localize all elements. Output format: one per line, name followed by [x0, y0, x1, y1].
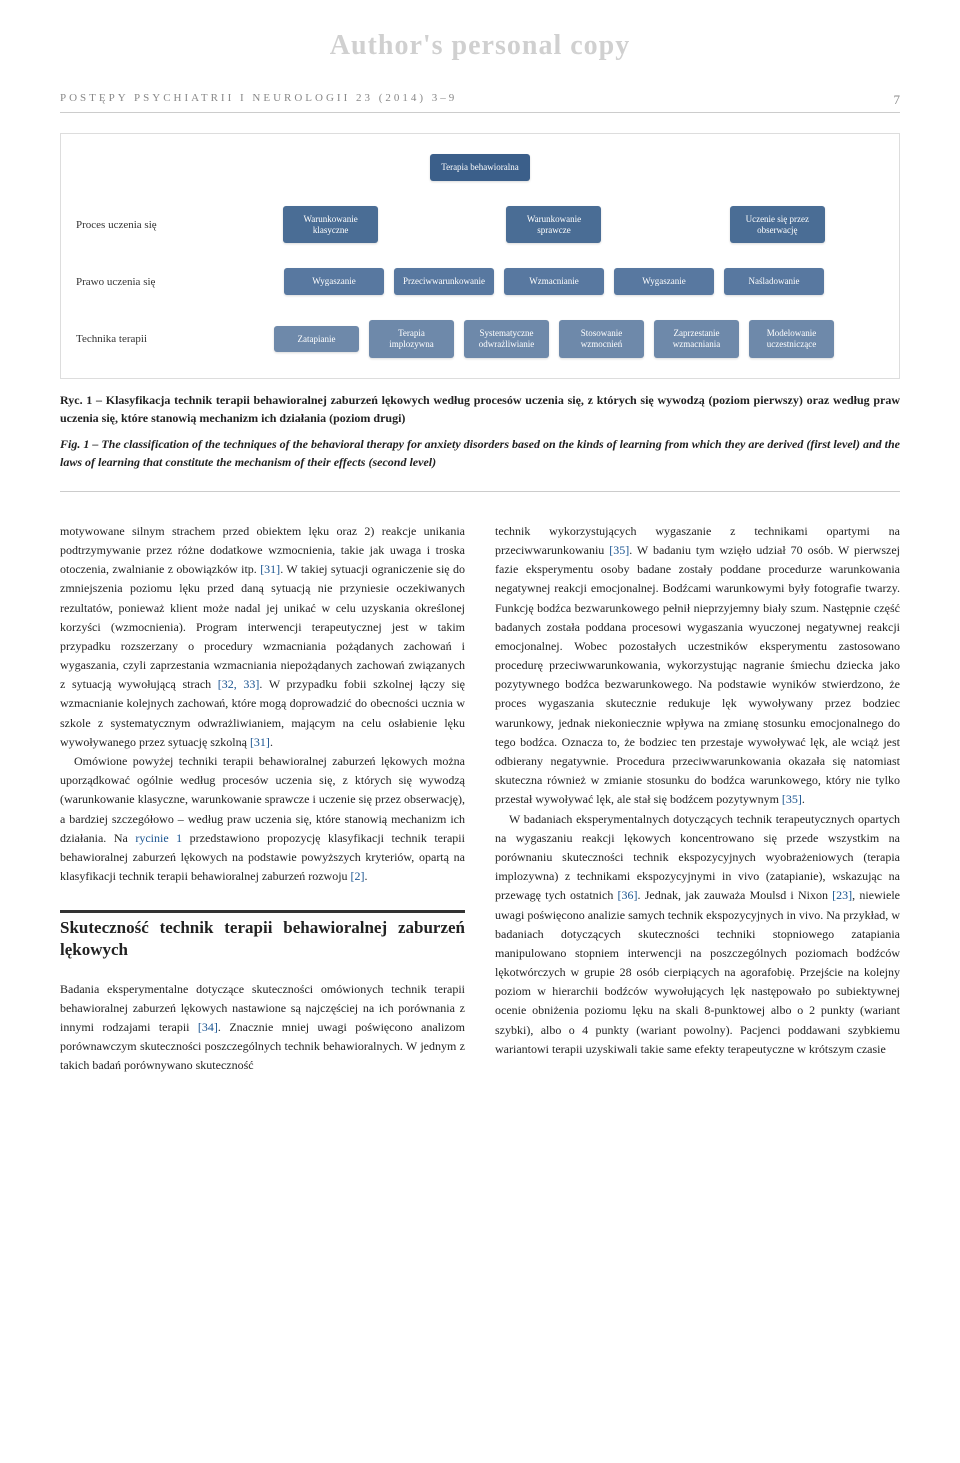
paragraph: Omówione powyżej techniki terapii behawi… [60, 752, 465, 886]
diagram-box: Stosowanie wzmocnień [559, 320, 644, 358]
diagram-box: Modelowanie uczestniczące [749, 320, 834, 358]
diagram-box-root: Terapia behawioralna [430, 154, 530, 181]
text-run: , niewiele uwagi poświęcono analizie sam… [495, 888, 900, 1056]
classification-diagram: Terapia behawioralna Proces uczenia się … [60, 133, 900, 379]
diagram-row-1: Proces uczenia się Warunkowanie klasyczn… [76, 206, 884, 244]
citation-ref[interactable]: [36] [618, 888, 638, 902]
caption-text: The classification of the techniques of … [60, 437, 900, 469]
journal-title: POSTĘPY PSYCHIATRII I NEUROLOGII 23 (201… [60, 92, 457, 104]
diagram-box: Naśladowanie [724, 268, 824, 295]
diagram-row-3-label: Technika terapii [76, 333, 216, 345]
separator-line [60, 491, 900, 492]
citation-ref[interactable]: [34] [198, 1020, 218, 1034]
citation-ref[interactable]: [31] [260, 562, 280, 576]
citation-ref[interactable]: [35] [609, 543, 629, 557]
text-run: . [365, 869, 368, 883]
diagram-box: Uczenie się przez obserwację [730, 206, 825, 244]
diagram-row-2-label: Prawo uczenia się [76, 276, 216, 288]
text-run: . Jednak, jak zauważa Moulsd i Nixon [638, 888, 833, 902]
text-run: . W takiej sytuacji ograniczenie się do … [60, 562, 465, 691]
diagram-box: Przeciwwarunkowanie [394, 268, 494, 295]
paragraph: Badania eksperymentalne dotyczące skutec… [60, 980, 465, 1076]
citation-ref[interactable]: [35] [782, 792, 802, 806]
citation-ref[interactable]: [31] [250, 735, 270, 749]
diagram-box: Wygaszanie [614, 268, 714, 295]
diagram-box: Warunkowanie sprawcze [506, 206, 601, 244]
diagram-box: Zatapianie [274, 326, 359, 353]
diagram-box: Terapia implozywna [369, 320, 454, 358]
citation-ref[interactable]: [23] [832, 888, 852, 902]
citation-ref[interactable]: [2] [351, 869, 365, 883]
diagram-box: Zaprzestanie wzmacniania [654, 320, 739, 358]
diagram-row-root: Terapia behawioralna [76, 154, 884, 181]
diagram-row-3: Technika terapii Zatapianie Terapia impl… [76, 320, 884, 358]
caption-prefix: Ryc. 1 – [60, 393, 106, 407]
caption-prefix: Fig. 1 – [60, 437, 101, 451]
watermark-text: Author's personal copy [60, 30, 900, 62]
page-number: 7 [894, 92, 901, 108]
paragraph: technik wykorzystujących wygaszanie z te… [495, 522, 900, 810]
text-run: . W badaniu tym wzięło udział 70 osób. W… [495, 543, 900, 806]
body-text: motywowane silnym strachem przed obiekte… [60, 522, 900, 1076]
citation-ref[interactable]: [32, 33] [218, 677, 260, 691]
journal-header: POSTĘPY PSYCHIATRII I NEUROLOGII 23 (201… [60, 92, 900, 113]
text-run: . [270, 735, 273, 749]
section-heading: Skuteczność technik terapii behawioralne… [60, 910, 465, 961]
figure-ref[interactable]: rycinie 1 [135, 831, 182, 845]
figure-caption-en: Fig. 1 – The classification of the techn… [60, 435, 900, 471]
diagram-box: Warunkowanie klasyczne [283, 206, 378, 244]
diagram-box: Systematyczne odwrażliwianie [464, 320, 549, 358]
diagram-box: Wygaszanie [284, 268, 384, 295]
paragraph: motywowane silnym strachem przed obiekte… [60, 522, 465, 752]
figure-caption-pl: Ryc. 1 – Klasyfikacja technik terapii be… [60, 391, 900, 427]
diagram-row-1-label: Proces uczenia się [76, 219, 216, 231]
diagram-row-2: Prawo uczenia się Wygaszanie Przeciwwaru… [76, 268, 884, 295]
paragraph: W badaniach eksperymentalnych dotyczącyc… [495, 810, 900, 1059]
caption-text: Klasyfikacja technik terapii behawioraln… [60, 393, 900, 425]
text-run: . [802, 792, 805, 806]
diagram-box: Wzmacnianie [504, 268, 604, 295]
